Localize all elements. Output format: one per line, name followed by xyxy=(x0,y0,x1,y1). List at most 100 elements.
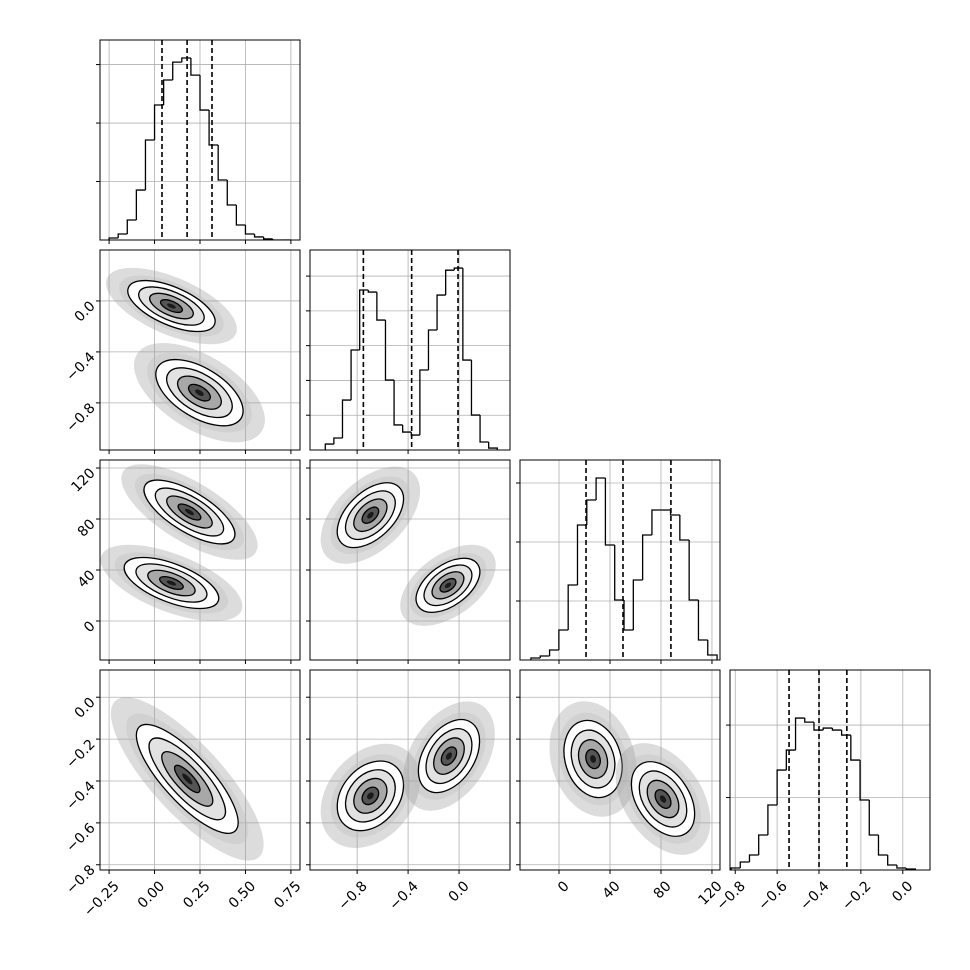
contour xyxy=(444,582,452,589)
histogram-step xyxy=(548,649,559,656)
histogram-step xyxy=(453,267,463,271)
contour xyxy=(367,511,374,519)
panel-frame xyxy=(519,459,721,661)
panel-frame xyxy=(729,669,931,871)
contour xyxy=(195,389,204,396)
histogram-step xyxy=(341,399,352,438)
histogram-step xyxy=(697,600,708,641)
histogram-step xyxy=(436,294,446,330)
panel-frame xyxy=(99,669,301,871)
histogram-step xyxy=(604,477,615,546)
contour xyxy=(167,303,176,309)
histogram-step xyxy=(333,437,343,445)
histogram-step xyxy=(208,110,219,146)
histogram-step xyxy=(840,730,851,736)
contour xyxy=(166,580,177,586)
histogram-step xyxy=(822,727,833,731)
panel-frame xyxy=(519,669,721,871)
histogram-step xyxy=(623,600,634,631)
histogram-step xyxy=(199,75,210,111)
histogram-step xyxy=(730,867,741,870)
histogram-step xyxy=(641,534,652,580)
histogram-step xyxy=(117,233,128,239)
panel xyxy=(306,249,511,454)
contour xyxy=(182,773,193,785)
contour xyxy=(445,752,453,760)
panel-frame xyxy=(99,459,301,661)
histogram-step xyxy=(530,657,541,660)
histogram-step xyxy=(758,834,768,855)
histogram-step xyxy=(253,234,264,238)
histogram-step xyxy=(595,477,606,500)
histogram-step xyxy=(576,524,587,586)
histogram-step xyxy=(767,804,778,835)
histogram-step xyxy=(190,58,200,76)
histogram-step xyxy=(108,237,119,240)
plot-area xyxy=(730,670,930,870)
histogram-step xyxy=(479,415,489,443)
plot-area xyxy=(100,460,300,660)
histogram-step xyxy=(470,360,481,416)
panel-frame xyxy=(309,459,511,661)
panel-frame xyxy=(309,669,511,871)
histogram-step xyxy=(235,205,246,226)
histogram-step xyxy=(462,268,472,361)
histogram-step xyxy=(776,769,787,805)
histogram-step xyxy=(244,225,255,235)
histogram-step xyxy=(539,655,550,658)
contour xyxy=(590,755,596,763)
histogram-step xyxy=(153,104,164,140)
contour xyxy=(184,508,195,516)
histogram-step xyxy=(850,735,861,761)
histogram-step xyxy=(144,139,155,191)
contour xyxy=(659,795,667,803)
histogram-step xyxy=(367,290,377,293)
histogram-step xyxy=(688,540,699,601)
histogram-step xyxy=(748,854,759,863)
panel-frame xyxy=(99,249,301,451)
histogram-step xyxy=(402,424,412,433)
histogram-step xyxy=(831,728,842,731)
plot-area xyxy=(520,670,720,870)
histogram-step xyxy=(896,865,907,869)
histogram-step xyxy=(376,292,386,321)
histogram-step xyxy=(393,380,403,426)
plot-area xyxy=(310,670,510,870)
panel-frame xyxy=(309,249,511,451)
histogram-step xyxy=(707,640,718,660)
histogram-step xyxy=(905,867,916,870)
histogram-step xyxy=(632,579,643,631)
histogram-step xyxy=(262,236,273,240)
histogram-step xyxy=(445,269,455,296)
histogram-step xyxy=(877,835,888,856)
panel xyxy=(96,39,301,244)
histogram-step xyxy=(226,180,237,206)
plot-area xyxy=(100,40,300,240)
plot-area xyxy=(310,250,510,450)
histogram-step xyxy=(614,545,625,601)
histogram-step xyxy=(135,189,146,220)
histogram-step xyxy=(162,79,173,106)
histogram-step xyxy=(785,749,796,771)
histogram-step xyxy=(217,145,228,181)
histogram-step xyxy=(868,800,879,836)
histogram-step xyxy=(739,861,750,868)
panel-frame xyxy=(99,39,301,241)
histogram-step xyxy=(126,219,137,235)
histogram-step xyxy=(558,629,569,651)
histogram-step xyxy=(567,584,578,631)
histogram-step xyxy=(887,855,897,866)
histogram-step xyxy=(324,443,334,450)
plot-area xyxy=(100,250,300,450)
histogram-step xyxy=(679,514,690,541)
plot-area xyxy=(310,460,510,660)
histogram-step xyxy=(350,349,360,401)
plot-area xyxy=(520,460,720,660)
panel xyxy=(516,459,721,664)
histogram-step xyxy=(427,329,438,370)
histogram-step xyxy=(651,509,662,535)
panel xyxy=(306,459,511,664)
